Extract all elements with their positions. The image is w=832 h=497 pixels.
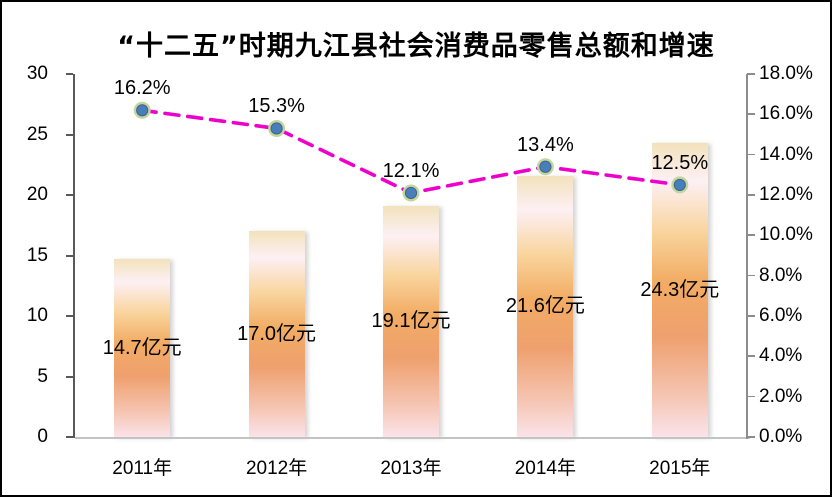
y-axis-left-tick: [66, 436, 73, 438]
y-axis-right-tick-label: 6.0%: [759, 305, 803, 326]
bar-value-label: 19.1亿元: [371, 310, 451, 333]
y-axis-left-tick-label: 15: [26, 244, 48, 266]
growth-rate-label: 13.4%: [517, 133, 574, 156]
y-axis-right-line: [746, 74, 748, 439]
y-axis-right-tick: [747, 73, 755, 75]
y-axis-right-tick: [747, 395, 755, 398]
growth-rate-label: 16.2%: [113, 77, 171, 100]
y-axis-right-tick-label: 4.0%: [759, 345, 803, 367]
bar-2014年: [517, 175, 574, 437]
line-marker: [136, 104, 149, 117]
x-category-label-2014年: 2014年: [514, 458, 577, 479]
y-axis-right-tick: [747, 436, 755, 438]
y-axis-right-tick-label: 14.0%: [759, 143, 813, 165]
bar-value-label: 17.0亿元: [237, 323, 317, 346]
y-axis-right-tick: [747, 315, 755, 317]
y-axis-right-tick: [747, 274, 755, 277]
x-category-label-2011年: 2011年: [112, 458, 173, 479]
y-axis-left-tick-label: 0: [37, 426, 48, 447]
growth-rate-label: 12.5%: [651, 151, 709, 174]
y-axis-left-tick: [66, 73, 73, 75]
y-axis-left-tick: [66, 315, 73, 317]
y-axis-left-tick-label: 5: [37, 365, 48, 387]
bar-2012年: [248, 231, 305, 437]
line-marker-ring: [402, 184, 420, 202]
line-marker-ring: [268, 119, 286, 137]
y-axis-left-tick-label: 10: [26, 305, 48, 326]
y-axis-left-tick: [66, 194, 73, 196]
y-axis-right-tick: [747, 113, 755, 115]
bar-value-label: 14.7亿元: [102, 337, 182, 360]
x-category-label-2013年: 2013年: [380, 458, 442, 479]
growth-rate-label: 15.3%: [248, 95, 305, 118]
growth-rate-label: 12.1%: [382, 159, 440, 182]
y-axis-right-tick-label: 10.0%: [759, 224, 813, 246]
y-axis-right-tick-label: 16.0%: [759, 103, 813, 125]
x-category-label-2015年: 2015年: [649, 458, 711, 479]
bar-2013年: [383, 205, 439, 437]
line-marker: [539, 160, 552, 173]
x-category-label-2012年: 2012年: [245, 458, 308, 479]
line-marker-ring: [133, 101, 151, 119]
y-axis-right-tick: [747, 234, 755, 236]
line-marker: [270, 122, 283, 135]
line-marker-ring: [536, 158, 554, 176]
y-axis-right-tick-label: 12.0%: [759, 184, 813, 205]
y-axis-left-tick-label: 25: [26, 123, 48, 145]
y-axis-right-tick: [747, 153, 755, 156]
y-axis-right-tick-label: 8.0%: [759, 264, 803, 286]
y-axis-left-tick-label: 20: [26, 184, 48, 205]
y-axis-left-line: [73, 74, 75, 438]
chart-title: “十二五”时期九江县社会消费品零售总额和增速: [117, 31, 715, 62]
bar-value-label: 21.6亿元: [505, 295, 585, 318]
y-axis-right-tick: [747, 194, 755, 196]
y-axis-right-tick-label: 0.0%: [759, 426, 803, 447]
y-axis-left-tick-label: 30: [26, 63, 48, 84]
y-axis-left-tick: [66, 254, 73, 257]
y-axis-right-tick: [747, 355, 755, 357]
line-marker: [404, 186, 418, 200]
y-axis-right-tick-label: 18.0%: [759, 63, 813, 84]
y-axis-left-tick: [66, 375, 73, 378]
bar-value-label: 24.3亿元: [640, 278, 720, 301]
x-axis-line: [75, 437, 750, 439]
y-axis-left-tick: [66, 133, 73, 136]
y-axis-right-tick-label: 2.0%: [759, 385, 803, 407]
bar-2011年: [114, 259, 171, 437]
